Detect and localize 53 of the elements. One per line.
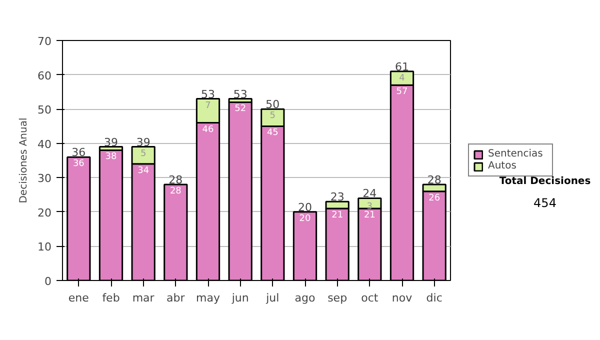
total-label: 39 [136,136,150,149]
text: 454 [532,195,558,212]
text: Total Decisiones [499,175,591,189]
x-tick-label: dic [426,292,442,304]
x-tick-label: nov [392,292,413,304]
y-tick-label: 10 [38,240,52,254]
y-tick-label: 30 [38,172,52,186]
data-label: 38 [105,152,117,162]
legend-label: Sentencias [488,148,544,160]
x-tick-label: feb [102,292,120,304]
x-tick-label: oct [361,292,379,304]
data-label: 21 [364,210,376,220]
data-label: 5 [140,148,146,159]
total-label: 28 [168,174,183,186]
total-label: 39 [104,136,118,149]
x-tick-label: abr [166,292,186,304]
y-tick-label: 0 [44,275,52,288]
x-tick-label: may [196,292,220,304]
y-axis-title: Decisiones Anual [18,118,30,204]
data-label: 26 [428,193,440,204]
total-label: 23 [330,190,344,204]
data-label: 57 [396,87,408,98]
data-label: 20 [299,214,311,224]
total-label: 50 [266,98,280,112]
data-label: 21 [332,210,344,220]
x-tick-label: jul [265,292,280,304]
total-label: 53 [233,88,248,101]
x-tick-label: jun [230,292,249,304]
data-label: 7 [205,100,211,111]
data-label: 5 [270,111,276,122]
y-tick-label: 40 [38,138,52,151]
data-label: 52 [234,104,246,114]
data-label: 46 [202,124,214,135]
x-tick-label: ene [68,292,90,304]
legend-label: Autos [488,160,518,172]
data-label: 36 [72,159,85,170]
data-label: 28 [170,186,182,196]
x-tick-label: ago [294,292,316,304]
total-label: 61 [395,60,409,74]
y-tick-label: 60 [38,69,52,82]
data-label: 45 [266,128,278,138]
y-tick-label: 20 [38,206,52,220]
total-label: 36 [72,146,86,160]
data-label: 34 [138,166,150,176]
x-tick-label: sep [328,292,348,304]
total-label: 28 [427,174,442,186]
y-tick-label: 70 [38,35,52,48]
total-label: 53 [201,88,215,101]
x-tick-label: mar [132,292,155,304]
total-label: 20 [298,200,312,214]
total-label: 24 [362,187,377,200]
y-tick-label: 50 [38,104,52,117]
data-label: 4 [399,73,406,84]
